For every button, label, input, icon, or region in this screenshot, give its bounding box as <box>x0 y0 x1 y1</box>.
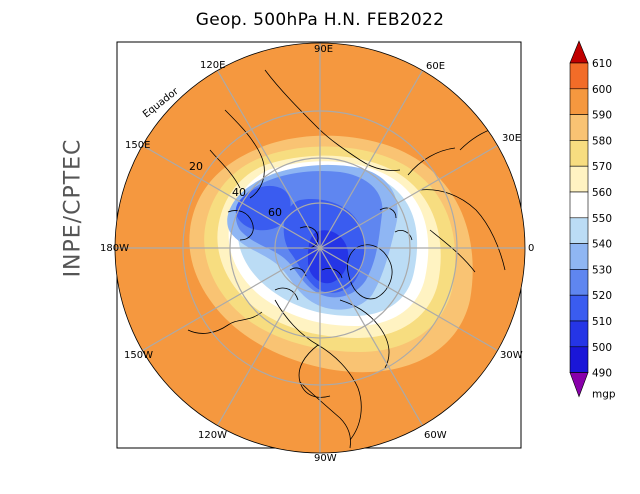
colorbar-box <box>569 243 589 270</box>
colorbar-bottom-arrow <box>569 372 589 398</box>
colorbar-box <box>569 88 589 115</box>
colorbar-top-arrow <box>569 40 589 64</box>
lon-label-120e: 120E <box>200 60 225 71</box>
lon-label-150e: 150E <box>125 140 150 151</box>
colorbar-tick-label: 540 <box>592 239 612 251</box>
colorbar-box <box>569 140 589 167</box>
colorbar-box <box>569 217 589 244</box>
colorbar-tick-label: 490 <box>592 368 612 380</box>
lat-label-40: 40 <box>232 186 246 199</box>
lon-label-90w: 90W <box>314 453 337 464</box>
colorbar: 610 600 590 580 570 560 550 540 530 520 510 500 490 m… <box>569 40 616 401</box>
colorbar-unit-label: mgp <box>592 389 616 401</box>
colorbar-box <box>569 269 589 296</box>
colorbar-tick-label: 580 <box>592 135 612 147</box>
colorbar-box <box>569 320 589 348</box>
lon-label-150w: 150W <box>124 350 153 361</box>
coastlines <box>187 69 506 449</box>
colorbar-tick-label: 610 <box>592 58 612 70</box>
lon-label-90e: 90E <box>314 44 333 55</box>
colorbar-tick-label: 550 <box>592 213 612 225</box>
colorbar-tick-label: 500 <box>592 342 612 354</box>
lon-label-60w: 60W <box>424 430 447 441</box>
colorbar-box <box>569 346 589 373</box>
lon-label-30e: 30E <box>502 133 521 144</box>
lon-label-30w: 30W <box>500 350 523 361</box>
lon-label-0: 0 <box>528 243 534 254</box>
colorbar-tick-label: 520 <box>592 290 612 302</box>
lat-label-20: 20 <box>189 160 203 173</box>
colorbar-tick-label: 600 <box>592 84 612 96</box>
colorbar-tick-label: 530 <box>592 264 612 276</box>
colorbar-tick-label: 570 <box>592 161 612 173</box>
siberian-low <box>235 185 291 231</box>
lon-label-60e: 60E <box>426 61 445 72</box>
colorbar-box <box>569 165 589 193</box>
colorbar-box <box>569 114 589 141</box>
colorbar-tick-label: 590 <box>592 110 612 122</box>
lon-label-120w: 120W <box>198 430 227 441</box>
colorbar-box <box>569 62 589 90</box>
lon-label-180w: 180W <box>100 243 129 254</box>
map-boundary <box>114 42 526 454</box>
colorbar-tick-label: 560 <box>592 187 612 199</box>
meridians <box>115 43 525 453</box>
colorbar-box <box>569 191 589 219</box>
colorbar-tick-label: 510 <box>592 316 612 328</box>
map-title: Geop. 500hPa H.N. FEB2022 <box>195 10 445 30</box>
colorbar-box <box>569 294 589 322</box>
lat-label-60: 60 <box>268 206 282 219</box>
